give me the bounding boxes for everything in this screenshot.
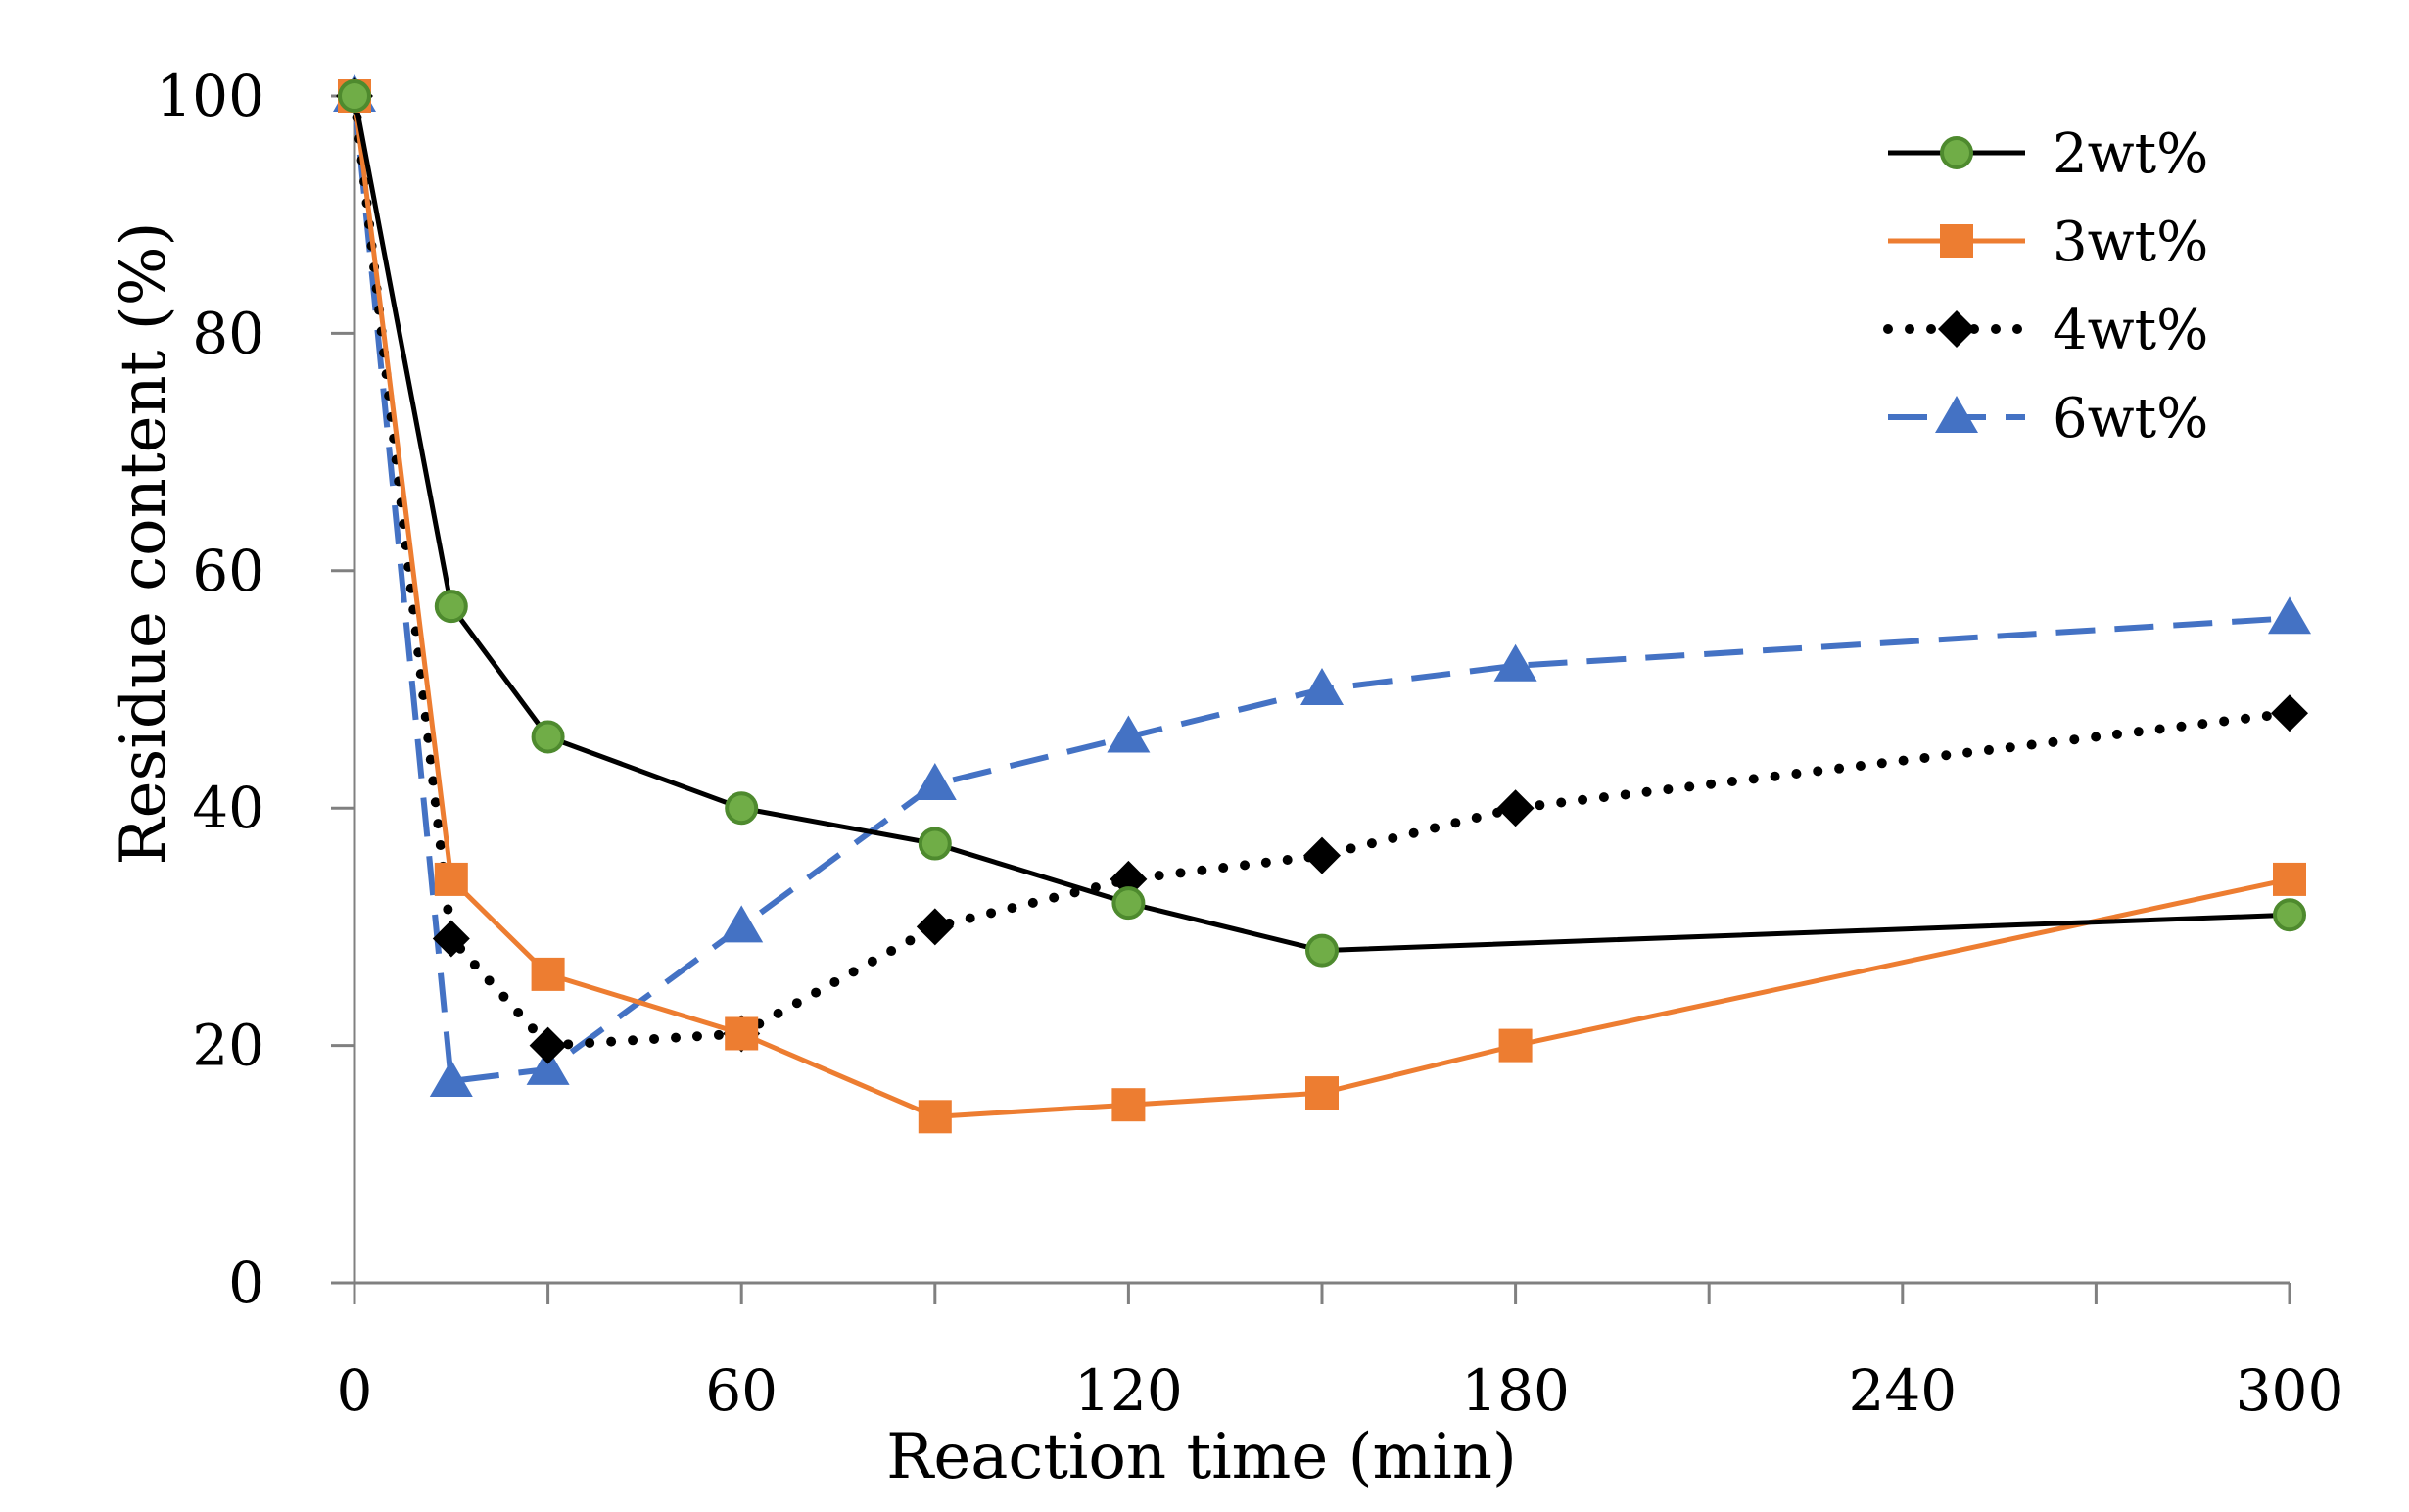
series-markers bbox=[333, 74, 2311, 1134]
data-point bbox=[1305, 933, 1339, 968]
data-point bbox=[1107, 715, 1151, 753]
series-line-3 bbox=[350, 91, 2294, 1051]
data-point bbox=[2268, 596, 2311, 635]
series-line-1 bbox=[352, 95, 2291, 954]
legend-marker bbox=[1938, 310, 1975, 348]
data-point bbox=[1305, 1076, 1339, 1110]
y-tick-label: 0 bbox=[228, 1250, 264, 1316]
data-point bbox=[1300, 668, 1344, 705]
data-point bbox=[1496, 789, 1535, 827]
data-point bbox=[1110, 860, 1148, 898]
legend: 2wt% 3wt% 4wt% 6wt% bbox=[1883, 122, 2208, 450]
data-point bbox=[531, 720, 565, 754]
legend-marker bbox=[1940, 224, 1973, 258]
data-point bbox=[429, 1059, 473, 1097]
data-point bbox=[1493, 643, 1537, 682]
data-point bbox=[1111, 1088, 1146, 1122]
legend-marker bbox=[1940, 136, 1973, 169]
data-point bbox=[918, 827, 952, 861]
data-point bbox=[2273, 898, 2306, 932]
data-point bbox=[2273, 862, 2306, 896]
data-point bbox=[338, 79, 371, 113]
x-axis-title: Reaction time (min) bbox=[886, 1421, 1517, 1493]
data-point bbox=[1498, 1028, 1533, 1063]
legend-label: 6wt% bbox=[2053, 387, 2208, 450]
data-point bbox=[918, 1100, 952, 1134]
y-tick-label: 40 bbox=[192, 775, 264, 841]
data-point bbox=[434, 590, 468, 624]
x-tick-label: 300 bbox=[2236, 1357, 2344, 1424]
legend-marker bbox=[1935, 396, 1978, 433]
data-point bbox=[725, 791, 759, 826]
x-tick-label: 0 bbox=[337, 1357, 373, 1424]
y-tick-label: 100 bbox=[156, 63, 264, 129]
axes: 0 60 120 180 240 300 0 20 40 60 80 100 bbox=[156, 63, 2343, 1424]
data-point bbox=[432, 920, 470, 958]
y-tick-label: 20 bbox=[192, 1013, 264, 1079]
legend-label: 3wt% bbox=[2053, 211, 2208, 274]
data-point bbox=[1111, 886, 1146, 921]
data-point bbox=[526, 1047, 570, 1085]
data-point bbox=[434, 862, 468, 896]
y-tick-label: 60 bbox=[192, 538, 264, 604]
data-point bbox=[529, 1026, 567, 1064]
legend-label: 4wt% bbox=[2053, 299, 2208, 362]
x-tick-label: 180 bbox=[1461, 1357, 1570, 1424]
x-tick-label: 120 bbox=[1074, 1357, 1183, 1424]
data-point bbox=[2271, 694, 2308, 732]
y-tick-label: 80 bbox=[192, 300, 264, 366]
x-tick-label: 60 bbox=[705, 1357, 778, 1424]
y-axis-title: Residue content (%) bbox=[108, 222, 180, 866]
data-point bbox=[916, 908, 954, 946]
data-point bbox=[725, 1016, 759, 1051]
data-point bbox=[1303, 836, 1341, 874]
data-point bbox=[720, 905, 764, 943]
legend-label: 2wt% bbox=[2053, 122, 2208, 186]
data-point bbox=[531, 957, 565, 991]
series-line-4 bbox=[352, 95, 2291, 1084]
x-tick-label: 240 bbox=[1848, 1357, 1957, 1424]
data-point bbox=[913, 762, 957, 800]
